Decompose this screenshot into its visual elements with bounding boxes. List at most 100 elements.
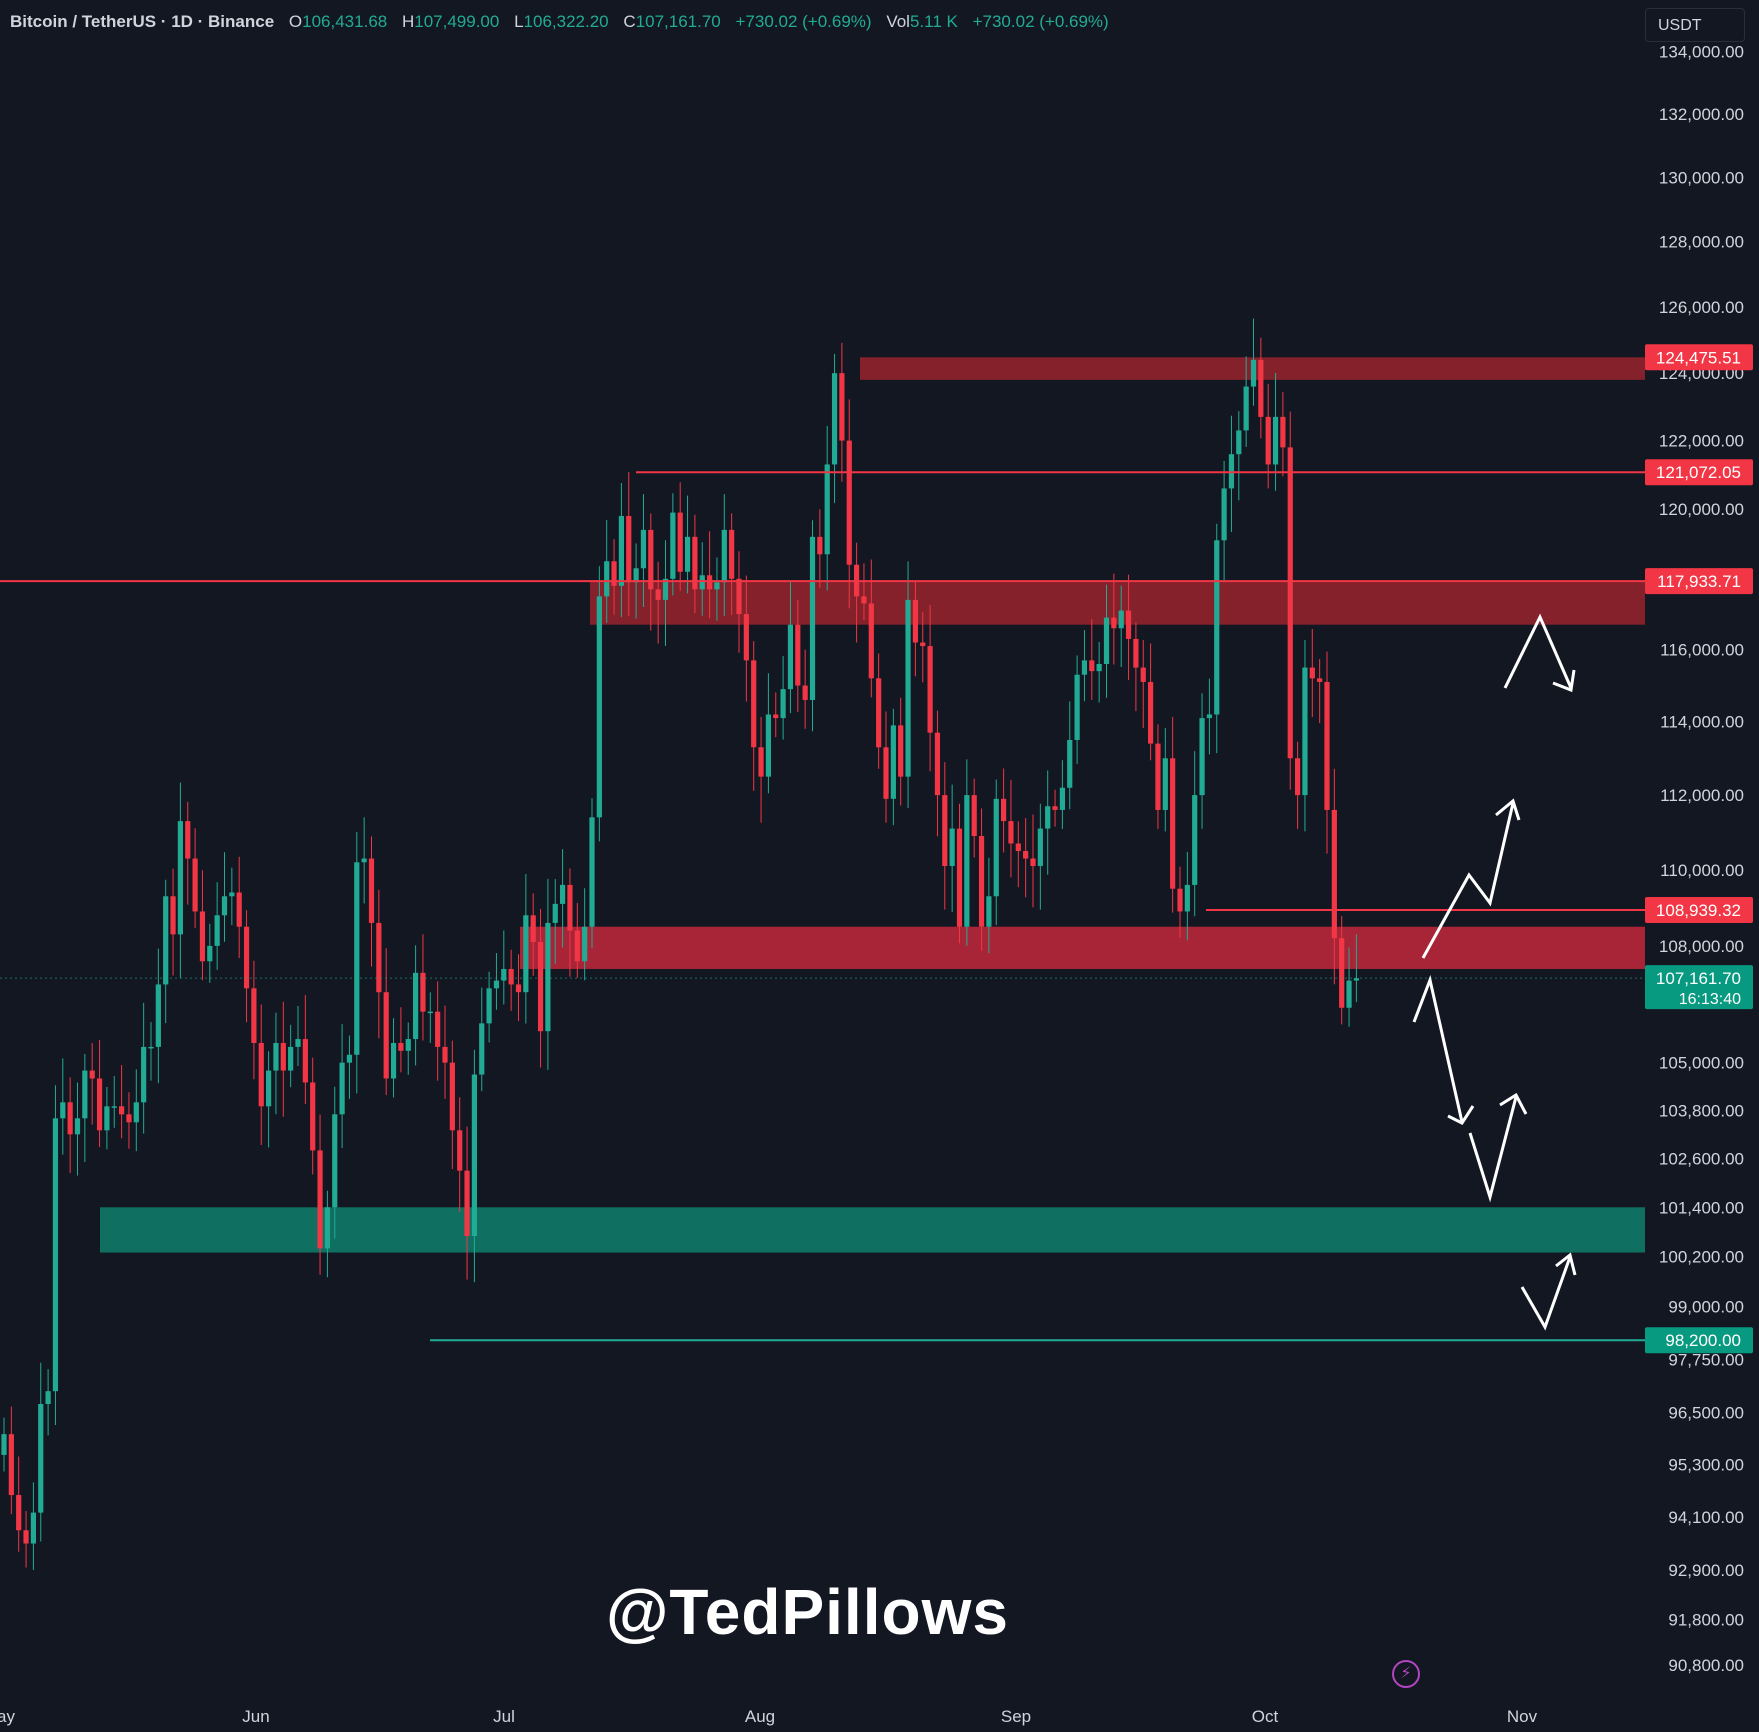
candle-body — [170, 896, 176, 935]
candle-body — [1214, 540, 1220, 715]
candle-body — [1059, 787, 1065, 810]
candle-body — [1236, 430, 1242, 455]
candle-body — [405, 1039, 411, 1051]
x-tick-label: Sep — [1001, 1707, 1031, 1726]
candle-body — [1140, 667, 1146, 682]
candle-body — [251, 988, 257, 1043]
candle-body — [1243, 386, 1249, 431]
candle-body — [1111, 617, 1117, 629]
candle-body — [133, 1102, 139, 1123]
candle-body — [493, 980, 500, 989]
candle-body — [920, 642, 926, 647]
candle-body — [743, 614, 749, 661]
y-tick-label: 112,000.00 — [1660, 786, 1744, 805]
candle-body — [332, 1114, 338, 1208]
candle-body — [1353, 978, 1359, 981]
open-label: O — [288, 12, 303, 31]
candle-body — [30, 1512, 36, 1544]
candle-body — [1125, 610, 1132, 639]
price-label-box — [1645, 896, 1753, 923]
symbol-name[interactable]: Bitcoin / TetherUS · 1D · Binance — [10, 12, 275, 31]
candle-body — [420, 972, 426, 1012]
candle-body — [1295, 758, 1301, 796]
x-tick-label: Oct — [1252, 1707, 1279, 1726]
candle-body — [383, 992, 389, 1079]
candle-body — [23, 1530, 29, 1544]
y-tick-label: 110,000.00 — [1660, 861, 1744, 880]
y-tick-label: 114,000.00 — [1660, 713, 1744, 732]
candle-body — [1280, 416, 1286, 448]
candle-body — [876, 678, 882, 748]
candle-body — [839, 373, 845, 441]
candle-body — [1089, 660, 1095, 672]
arrow-bull-path — [1421, 802, 1515, 959]
candle-body — [802, 685, 808, 700]
currency-button[interactable]: USDT — [1645, 8, 1745, 42]
candle-body — [52, 1118, 59, 1392]
vol-label: Vol — [886, 12, 910, 31]
price-label-text: 98,200.00 — [1665, 1331, 1741, 1350]
candle-body — [1037, 828, 1043, 867]
candle-body — [927, 646, 933, 733]
x-tick-label: ay — [0, 1707, 15, 1726]
zones-layer — [100, 357, 1645, 1253]
candle-body — [1177, 888, 1183, 912]
y-tick-label: 101,400.00 — [1659, 1198, 1744, 1217]
y-tick-label: 90,800.00 — [1668, 1656, 1744, 1675]
high-label: H — [401, 12, 415, 31]
price-label-box — [1645, 459, 1753, 486]
candle-body — [185, 821, 191, 859]
candle-body — [537, 942, 544, 1032]
candle-body — [207, 945, 213, 962]
y-tick-label: 108,000.00 — [1659, 937, 1744, 956]
candle-body — [45, 1391, 51, 1405]
candle-body — [60, 1102, 66, 1119]
candle-body — [67, 1102, 73, 1135]
candle-body — [905, 599, 911, 777]
candle-body — [192, 858, 198, 912]
candle-body — [280, 1042, 286, 1071]
close-value: 107,161.70 — [635, 12, 721, 31]
candle-body — [765, 714, 771, 777]
candle-body — [141, 1046, 147, 1103]
candle-body — [589, 817, 595, 927]
candle-body — [861, 596, 867, 604]
candle-body — [986, 896, 992, 927]
candle-body — [96, 1078, 103, 1131]
candle-body — [787, 624, 794, 690]
candle-body — [949, 828, 955, 867]
candle-body — [119, 1106, 125, 1115]
arrowhead-low — [1555, 1252, 1577, 1276]
arrowhead-top — [1552, 669, 1576, 693]
candle-body — [567, 884, 573, 931]
lightning-icon[interactable]: ⚡ — [1392, 1660, 1420, 1688]
resistance-zone-mid — [590, 581, 1645, 625]
arrowhead-bounce — [1499, 1092, 1528, 1115]
candle-body — [435, 1011, 441, 1047]
candle-body — [177, 821, 183, 935]
candle-body — [38, 1404, 44, 1513]
time-axis[interactable]: ay Jun Jul Aug Sep Oct Nov — [0, 1707, 1538, 1726]
x-tick-label: Aug — [745, 1707, 775, 1726]
candle-body — [1103, 617, 1110, 664]
candle-body — [523, 915, 529, 993]
candle-body — [1052, 806, 1058, 810]
candle-body — [574, 930, 580, 962]
candle-body — [339, 1062, 345, 1115]
candle-body — [1250, 359, 1257, 387]
candle-body — [795, 624, 801, 686]
candle-body — [457, 1130, 463, 1171]
candle-body — [398, 1042, 404, 1051]
candle-body — [964, 795, 970, 927]
candle-body — [471, 1074, 477, 1236]
candle-body — [1339, 938, 1345, 1008]
candle-body — [611, 561, 617, 586]
candle-body — [824, 464, 830, 555]
candle-body — [317, 1150, 323, 1249]
y-tick-label: 126,000.00 — [1659, 298, 1744, 317]
candle-body — [890, 725, 896, 799]
y-tick-label: 91,800.00 — [1668, 1611, 1744, 1630]
candle-body — [758, 747, 764, 777]
